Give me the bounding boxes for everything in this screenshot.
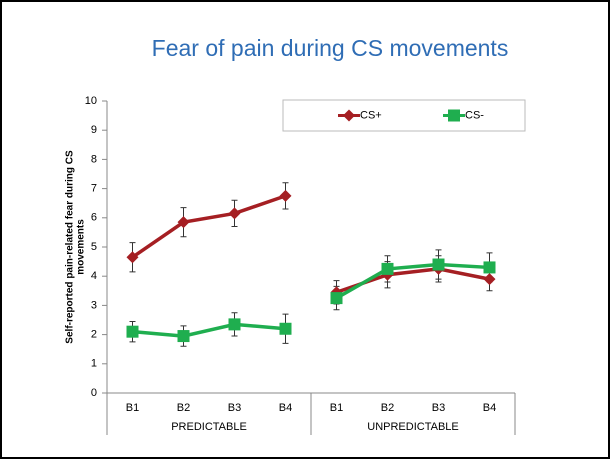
group-label: PREDICTABLE [171, 421, 247, 433]
x-tick-label: B3 [228, 402, 241, 414]
data-point [483, 261, 496, 274]
legend-marker [343, 109, 355, 122]
chart-title: Fear of pain during CS movements [152, 35, 509, 61]
y-tick-label: 8 [91, 153, 97, 165]
data-point [483, 273, 496, 286]
y-axis-label: Self-reported pain-related fear during C… [65, 150, 76, 344]
legend-label: CS+ [360, 109, 382, 121]
series-line [131, 194, 287, 259]
data-point [279, 322, 292, 335]
series-line [132, 322, 286, 338]
data-point [432, 258, 445, 271]
y-tick-label: 3 [91, 299, 97, 311]
legend-box [282, 99, 526, 132]
y-tick-label: 7 [91, 183, 97, 195]
data-point [228, 318, 241, 331]
legend-label: CS- [465, 109, 484, 121]
x-tick-label: B3 [432, 402, 445, 414]
data-point [279, 189, 292, 202]
data-point [126, 251, 139, 264]
x-tick-label: B1 [330, 402, 343, 414]
x-tick-label: B4 [279, 402, 292, 414]
legend-marker [448, 109, 460, 122]
x-tick-label: B2 [177, 402, 190, 414]
y-tick-label: 10 [85, 95, 97, 107]
y-tick-label: 1 [91, 358, 97, 370]
data-point [381, 262, 394, 275]
y-tick-label: 5 [91, 241, 97, 253]
y-tick-label: 0 [91, 387, 97, 399]
group-label: UNPREDICTABLE [367, 421, 458, 433]
data-point [177, 330, 190, 343]
data-point [177, 216, 190, 229]
x-tick-label: B1 [126, 402, 139, 414]
y-tick-label: 9 [91, 124, 97, 136]
series-line [335, 262, 490, 300]
data-point [228, 207, 241, 220]
y-tick-label: 2 [91, 329, 97, 341]
x-tick-label: B2 [381, 402, 394, 414]
data-point [330, 292, 343, 305]
y-tick-label: 6 [91, 212, 97, 224]
y-tick-label: 4 [91, 270, 97, 282]
y-axis-label: movements [76, 219, 87, 275]
x-tick-label: B4 [483, 402, 496, 414]
data-point [126, 325, 139, 338]
